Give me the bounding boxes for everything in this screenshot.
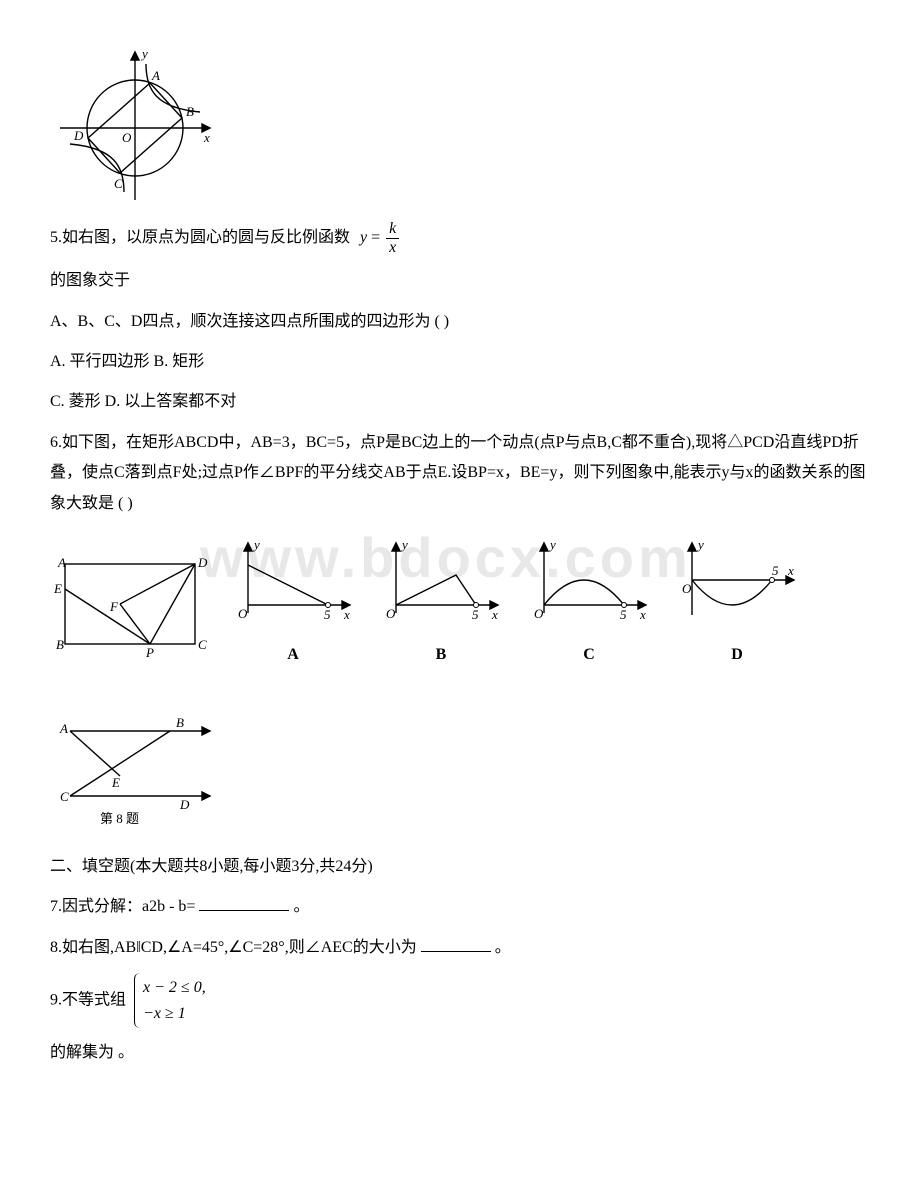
q8-blank [421,935,491,952]
q6-option-d-label: D [672,640,802,670]
svg-text:A: A [57,555,66,570]
svg-text:P: P [145,645,154,659]
svg-text:O: O [238,606,248,621]
q6-option-c-label: C [524,640,654,670]
svg-text:y: y [548,537,556,552]
q6-text: 6.如下图，在矩形ABCD中，AB=3，BC=5，点P是BC边上的一个动点(点P… [50,428,870,519]
q7-prefix: 7.因式分解：a2b - b= [50,898,195,915]
q9-case2: −x ≥ 1 [143,1001,206,1027]
q8-prefix: 8.如右图,AB‖CD,∠A=45°,∠C=28°,则∠AEC的大小为 [50,939,417,956]
q9-cases: x − 2 ≤ 0, −x ≥ 1 [134,973,206,1028]
q5-line1: 5.如右图，以原点为圆心的圆与反比例函数 y = kx [50,220,870,256]
q6-option-d: O 5 x y D [672,535,802,671]
q6-option-a-label: A [228,640,358,670]
q5-diagram: y x O A B C D [50,40,870,210]
q8-diagram: A B C D E 第 8 题 [50,701,870,842]
svg-text:D: D [179,797,190,812]
q7-blank [199,894,289,911]
section2-heading: 二、填空题(本大题共8小题,每小题3分,共24分) [50,852,870,882]
q6-option-a: O 5 x y A [228,535,358,671]
q8-diagram-caption: 第 8 题 [100,811,139,826]
q5-line1b: 的图象交于 [50,266,870,296]
q7-suffix: 。 [293,898,309,915]
q5-options-ab: A. 平行四边形 B. 矩形 [50,347,870,377]
q9-prefix: 9.不等式组 [50,992,126,1009]
point-b: B [186,104,194,119]
svg-text:C: C [60,789,69,804]
axis-label-y: y [140,46,148,61]
q5-prefix: 5.如右图，以原点为圆心的圆与反比例函数 [50,229,350,246]
q6-option-b: O 5 x y B [376,535,506,671]
q5-line2: A、B、C、D四点，顺次连接这四点所围成的四边形为 ( ) [50,307,870,337]
svg-text:x: x [343,607,350,622]
svg-text:E: E [53,581,62,596]
svg-text:B: B [176,715,184,730]
svg-text:y: y [252,537,260,552]
point-d: D [73,128,84,143]
svg-text:O: O [682,581,692,596]
svg-text:5: 5 [324,607,331,622]
svg-text:C: C [198,637,207,652]
svg-text:y: y [696,537,704,552]
svg-text:5: 5 [472,607,479,622]
q6-diagrams-row: www.bdocx.com A D B C E F P [50,535,870,671]
point-c: C [114,176,123,191]
axis-label-x: x [203,130,210,145]
svg-text:O: O [534,606,544,621]
axis-label-o: O [122,130,132,145]
svg-text:x: x [491,607,498,622]
svg-text:F: F [109,599,119,614]
svg-text:B: B [56,637,64,652]
svg-text:5: 5 [772,563,779,578]
svg-text:y: y [400,537,408,552]
q7: 7.因式分解：a2b - b= 。 [50,892,870,922]
svg-text:D: D [197,555,208,570]
q5-formula: y = kx [360,220,401,256]
svg-text:E: E [111,775,120,790]
q6-option-b-label: B [376,640,506,670]
q9-after: 的解集为 。 [50,1038,870,1068]
q6-option-c: O 5 x y C [524,535,654,671]
svg-text:A: A [59,721,68,736]
svg-text:x: x [787,563,794,578]
svg-text:x: x [639,607,646,622]
q5-options-cd: C. 菱形 D. 以上答案都不对 [50,387,870,417]
svg-text:5: 5 [620,607,627,622]
q8-suffix: 。 [495,939,511,956]
svg-text:O: O [386,606,396,621]
point-a: A [151,68,160,83]
q8: 8.如右图,AB‖CD,∠A=45°,∠C=28°,则∠AEC的大小为 。 [50,933,870,963]
q9-case1: x − 2 ≤ 0, [143,975,206,1001]
q9-line1: 9.不等式组 x − 2 ≤ 0, −x ≥ 1 [50,973,870,1028]
q6-geom-diagram: A D B C E F P [50,549,210,670]
